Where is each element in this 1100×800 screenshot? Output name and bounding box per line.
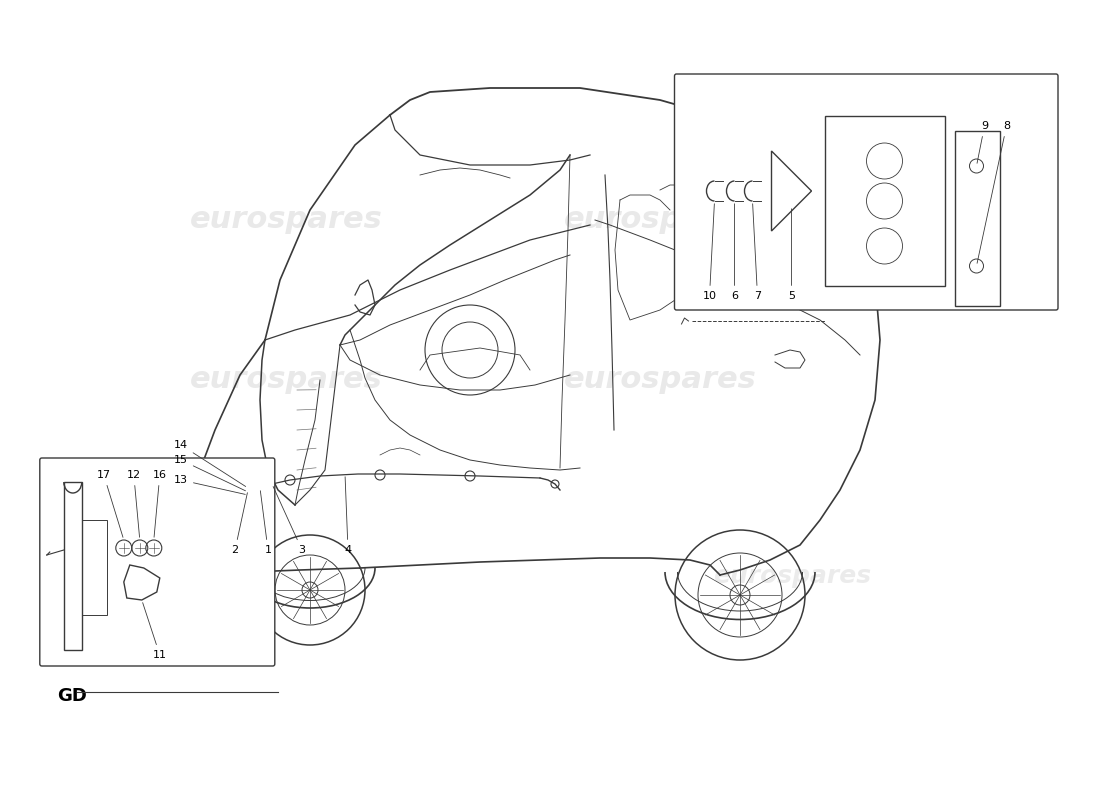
Text: eurospares: eurospares xyxy=(86,564,244,588)
Text: GD: GD xyxy=(57,687,87,705)
Text: 8: 8 xyxy=(977,121,1010,263)
Text: 10: 10 xyxy=(703,204,716,301)
Text: eurospares: eurospares xyxy=(713,564,871,588)
Text: 1: 1 xyxy=(261,490,272,555)
Text: eurospares: eurospares xyxy=(189,366,383,394)
FancyBboxPatch shape xyxy=(674,74,1058,310)
Text: eurospares: eurospares xyxy=(563,206,757,234)
Text: 15: 15 xyxy=(174,455,245,491)
Text: 11: 11 xyxy=(143,602,167,660)
Text: 3: 3 xyxy=(273,486,306,555)
Text: 2: 2 xyxy=(231,493,248,555)
Text: 7: 7 xyxy=(752,204,761,301)
Text: eurospares: eurospares xyxy=(563,366,757,394)
Text: 9: 9 xyxy=(977,121,988,163)
Text: 6: 6 xyxy=(732,204,738,301)
Text: 16: 16 xyxy=(153,470,167,538)
Text: 14: 14 xyxy=(174,440,245,486)
FancyBboxPatch shape xyxy=(40,458,275,666)
Text: 4: 4 xyxy=(344,477,352,555)
Text: 5: 5 xyxy=(788,209,795,301)
Text: 13: 13 xyxy=(174,475,245,494)
Text: 12: 12 xyxy=(126,470,141,538)
Text: 17: 17 xyxy=(97,470,123,538)
Text: eurospares: eurospares xyxy=(189,206,383,234)
